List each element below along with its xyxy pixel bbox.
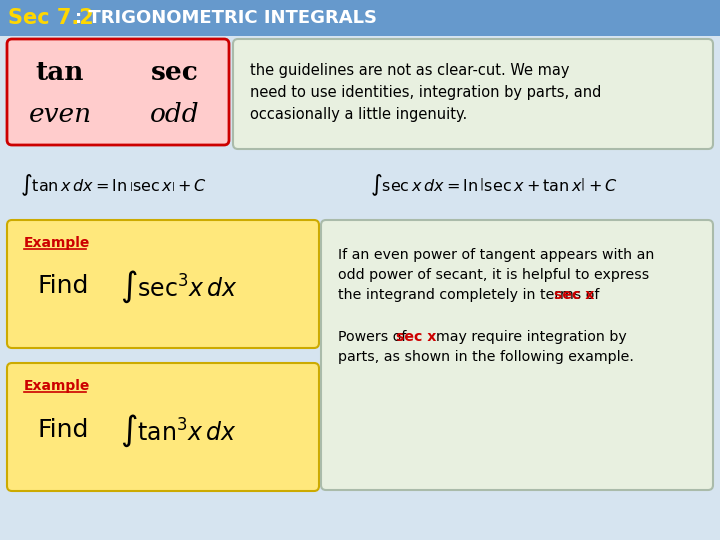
Text: sec: sec	[151, 59, 199, 84]
FancyBboxPatch shape	[321, 220, 713, 490]
Text: tan: tan	[36, 59, 84, 84]
FancyBboxPatch shape	[7, 39, 229, 145]
Text: : TRIGONOMETRIC INTEGRALS: : TRIGONOMETRIC INTEGRALS	[75, 9, 377, 27]
Text: need to use identities, integration by parts, and: need to use identities, integration by p…	[250, 84, 601, 99]
FancyBboxPatch shape	[7, 363, 319, 491]
Text: If an even power of tangent appears with an: If an even power of tangent appears with…	[338, 248, 654, 262]
Text: $\int \tan^3\! x\,dx$: $\int \tan^3\! x\,dx$	[120, 413, 237, 449]
Text: Example: Example	[24, 236, 91, 250]
FancyBboxPatch shape	[0, 0, 720, 36]
Text: $\int \tan x\, dx = \ln\left|\sec x\right| + C$: $\int \tan x\, dx = \ln\left|\sec x\righ…	[20, 172, 207, 198]
Text: sec x: sec x	[554, 288, 595, 302]
Text: parts, as shown in the following example.: parts, as shown in the following example…	[338, 350, 634, 364]
Text: occasionally a little ingenuity.: occasionally a little ingenuity.	[250, 106, 467, 122]
Text: sec x: sec x	[397, 330, 437, 344]
Text: $\int \sec x\, dx = \ln\left|\sec x + \tan x\right| + C$: $\int \sec x\, dx = \ln\left|\sec x + \t…	[370, 172, 618, 198]
Text: the guidelines are not as clear-cut. We may: the guidelines are not as clear-cut. We …	[250, 63, 570, 78]
Text: $\int \sec^3\! x\,dx$: $\int \sec^3\! x\,dx$	[120, 269, 238, 305]
Text: odd: odd	[150, 102, 200, 126]
Text: Powers of: Powers of	[338, 330, 411, 344]
Text: Find: Find	[38, 274, 89, 298]
Text: the integrand completely in terms of: the integrand completely in terms of	[338, 288, 604, 302]
Text: may require integration by: may require integration by	[427, 330, 627, 344]
Text: odd power of secant, it is helpful to express: odd power of secant, it is helpful to ex…	[338, 268, 649, 282]
FancyBboxPatch shape	[7, 220, 319, 348]
Text: even: even	[28, 102, 91, 126]
Text: Example: Example	[24, 379, 91, 393]
Text: Find: Find	[38, 418, 89, 442]
FancyBboxPatch shape	[233, 39, 713, 149]
Text: Sec 7.2: Sec 7.2	[8, 8, 94, 28]
